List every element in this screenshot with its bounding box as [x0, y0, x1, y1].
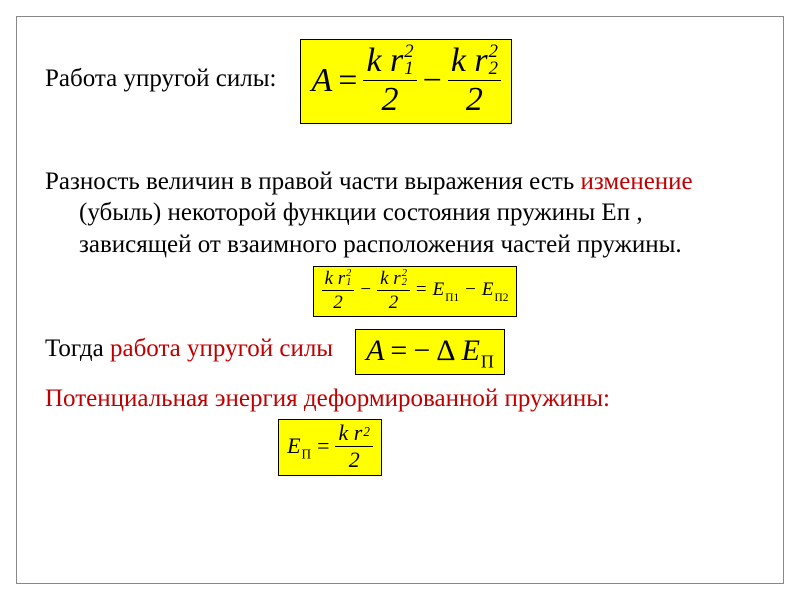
- f2r2: r: [393, 269, 400, 288]
- f3E: E: [462, 334, 480, 368]
- f3Delta: Δ: [436, 334, 455, 368]
- r1: r: [390, 44, 403, 78]
- f4E: E: [287, 433, 300, 459]
- f4pow: 2: [363, 425, 370, 438]
- r2: r: [474, 44, 487, 78]
- f2r1: r: [338, 269, 345, 288]
- f2-E1: EП1: [433, 279, 460, 301]
- f4eq: =: [317, 433, 329, 459]
- line-work-elastic: Работа упругой силы: A = k r21 2 − k r22…: [45, 39, 755, 124]
- f3minus: −: [413, 334, 430, 368]
- formula-A-deltaE: A = −ΔEП: [355, 329, 505, 375]
- formula-2-row: k r21 2 − k r22 2 = EП1 − EП2: [45, 266, 755, 317]
- frac-1: k r21 2: [363, 44, 416, 117]
- line-work-delta: Тогда работа упругой силы A = −ΔEП: [45, 329, 755, 375]
- f2-frac2: k r22 2: [377, 269, 410, 312]
- f3A: A: [366, 334, 384, 368]
- k2: k: [451, 42, 466, 79]
- then-prefix: Тогда: [45, 335, 110, 362]
- f2d1: 2: [322, 290, 355, 312]
- f4k: k: [338, 420, 348, 445]
- f4-Ep: EП: [287, 433, 311, 459]
- label-potential-energy: Потенциальная энергия деформированной пр…: [45, 385, 755, 413]
- f2-frac1: k r21 2: [322, 269, 355, 312]
- k1: k: [366, 42, 381, 79]
- f2-E2: EП2: [482, 279, 509, 301]
- f2k2: k: [380, 268, 388, 289]
- f4den: 2: [335, 446, 372, 471]
- formula-Ep: EП = k r2 2: [278, 419, 382, 476]
- para-rest: (убыль) некоторой функции состояния пруж…: [79, 199, 682, 257]
- sym-A: A: [311, 62, 332, 100]
- paragraph-state-function: Разность величин в правой части выражени…: [45, 166, 755, 260]
- f4-frac: k r2 2: [335, 422, 372, 471]
- sym-eq: =: [338, 62, 357, 100]
- para-start: Разность величин в правой части выражени…: [45, 168, 581, 195]
- f2s2: 2: [402, 278, 407, 287]
- f2P2: П2: [495, 292, 509, 304]
- f4r: r: [354, 420, 363, 445]
- f2s1: 1: [346, 278, 351, 287]
- spacer-1: [45, 128, 755, 166]
- f2k1: k: [325, 268, 333, 289]
- f2d2: 2: [377, 290, 410, 312]
- f3Pi: П: [481, 351, 494, 372]
- den1: 2: [363, 80, 416, 117]
- label-then: Тогда работа упругой силы: [45, 335, 333, 363]
- f4Pi: П: [302, 447, 312, 463]
- sub1: 1: [404, 61, 413, 78]
- f2E1: E: [433, 279, 445, 301]
- sym-minus: −: [423, 62, 442, 100]
- slide-frame: Работа упругой силы: A = k r21 2 − k r22…: [16, 16, 784, 584]
- den2: 2: [448, 80, 501, 117]
- f2minus2: −: [465, 279, 476, 301]
- then-red: работа упругой силы: [110, 335, 333, 362]
- label-work: Работа упругой силы:: [45, 65, 276, 93]
- para-red-word: изменение: [581, 168, 693, 195]
- f2E2: E: [482, 279, 494, 301]
- f2eq: =: [416, 279, 427, 301]
- f3eq: =: [390, 334, 407, 368]
- formula-work-elastic: A = k r21 2 − k r22 2: [300, 39, 512, 124]
- formula-energy-diff: k r21 2 − k r22 2 = EП1 − EП2: [313, 266, 518, 317]
- frac-2: k r22 2: [448, 44, 501, 117]
- f2P1: П1: [445, 292, 459, 304]
- sub2: 2: [489, 61, 498, 78]
- formula-4-row: EП = k r2 2: [45, 419, 755, 476]
- f2minus: −: [360, 279, 371, 301]
